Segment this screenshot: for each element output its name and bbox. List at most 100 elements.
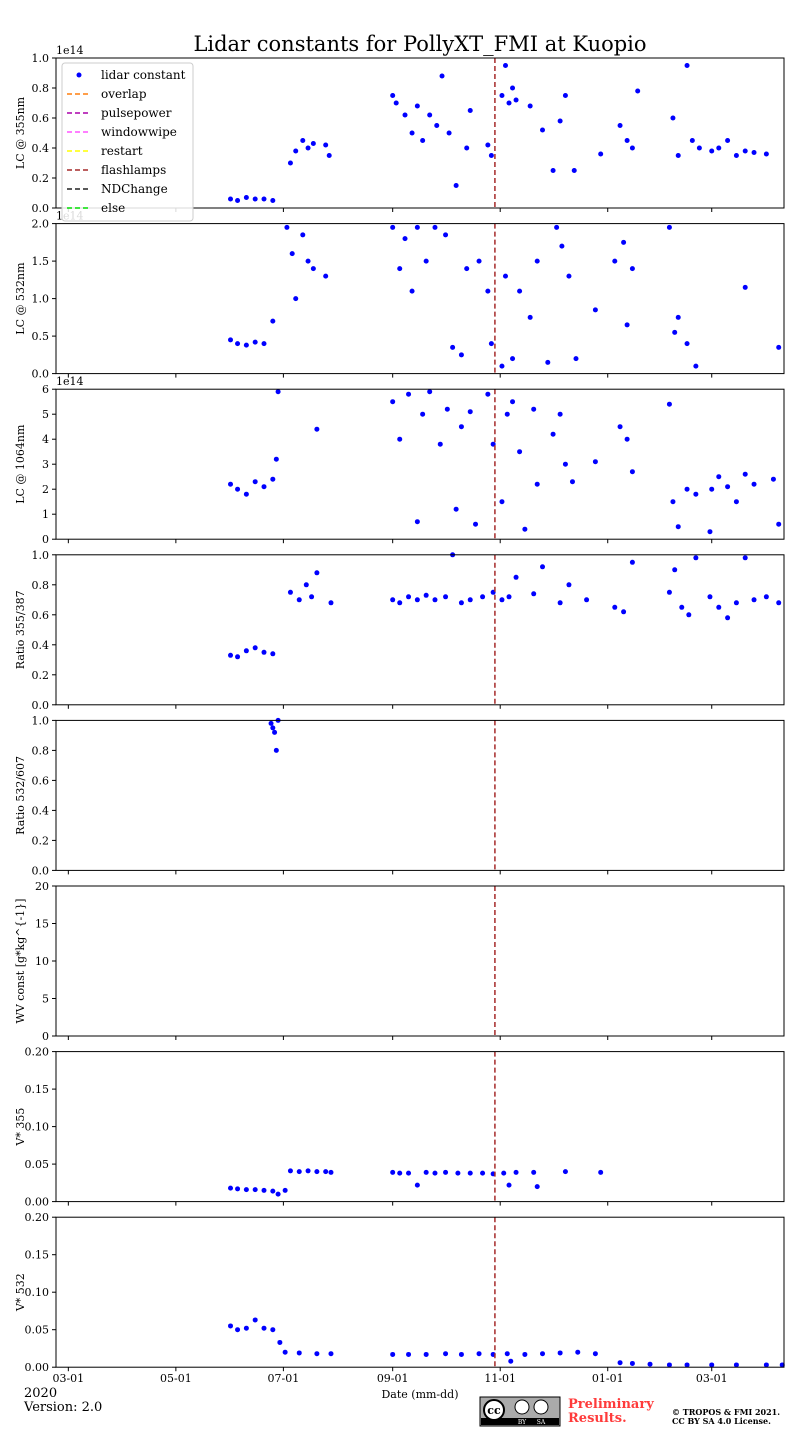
data-point	[707, 594, 713, 600]
y-tick-label: 0.10	[25, 1121, 50, 1134]
y-tick-label: 1.5	[32, 255, 50, 268]
y-tick-label: 1.0	[32, 52, 50, 65]
data-point	[261, 484, 267, 490]
data-point	[733, 153, 739, 158]
data-point	[776, 344, 782, 350]
y-tick-label: 0.05	[25, 1324, 50, 1337]
data-point	[272, 729, 278, 735]
data-point	[624, 436, 630, 442]
legend-box	[61, 62, 194, 222]
y-tick-label: 0.15	[25, 1249, 50, 1262]
data-point	[504, 1351, 510, 1357]
data-point	[776, 600, 782, 606]
data-point	[414, 224, 420, 230]
data-point	[328, 600, 334, 606]
data-point	[672, 329, 678, 335]
badge-cc: cc	[487, 1404, 501, 1417]
data-point	[409, 130, 415, 136]
data-point	[545, 359, 551, 365]
data-point	[502, 273, 508, 279]
data-point	[323, 273, 329, 279]
data-point	[270, 725, 276, 731]
data-point	[305, 145, 311, 151]
data-point	[573, 356, 579, 362]
data-point	[390, 224, 396, 230]
data-point	[432, 1170, 438, 1176]
preliminary-text: Results.	[568, 1411, 627, 1426]
y-axis-label: LC @ 532nm	[14, 262, 27, 335]
data-point	[277, 1339, 283, 1345]
data-point	[675, 153, 681, 158]
data-point	[666, 224, 672, 230]
data-point	[252, 196, 258, 202]
data-point	[235, 486, 241, 492]
data-point	[300, 138, 306, 143]
y-axis-label: Ratio 355/387	[14, 590, 27, 669]
data-point	[751, 597, 757, 603]
data-point	[684, 341, 690, 347]
data-point	[522, 1351, 528, 1357]
data-point	[305, 1168, 311, 1174]
data-point	[323, 142, 329, 148]
data-point	[390, 1351, 396, 1357]
data-point	[270, 651, 276, 657]
data-point	[675, 524, 681, 530]
data-point	[621, 609, 627, 615]
license-badge: cc BY SA	[479, 1396, 561, 1427]
data-point	[506, 100, 512, 106]
data-point	[467, 108, 473, 113]
data-point	[261, 649, 267, 655]
data-point	[293, 148, 299, 154]
data-point	[557, 1350, 563, 1356]
data-point	[397, 600, 403, 606]
data-point	[235, 341, 241, 347]
data-point	[243, 1325, 249, 1331]
data-point	[268, 720, 274, 726]
data-point	[684, 63, 690, 68]
data-point	[228, 196, 234, 202]
data-point	[289, 251, 295, 257]
data-point	[480, 1170, 486, 1176]
x-tick-label: 09-01	[377, 1372, 409, 1385]
data-point	[326, 153, 332, 158]
data-point	[252, 1317, 258, 1323]
data-point	[467, 1170, 473, 1176]
data-point	[510, 399, 516, 405]
data-point	[557, 118, 563, 124]
data-point	[540, 1351, 546, 1357]
y-tick-label: 0.00	[25, 1361, 50, 1374]
data-point	[488, 153, 494, 158]
data-point	[742, 148, 748, 154]
data-point	[635, 88, 641, 94]
data-point	[476, 258, 482, 264]
data-point	[409, 288, 415, 294]
x-tick-label: 07-01	[268, 1372, 300, 1385]
data-point	[550, 431, 556, 437]
data-point	[629, 145, 635, 151]
data-point	[733, 499, 739, 505]
data-point	[275, 389, 281, 395]
data-point	[742, 471, 748, 477]
offset-text: 1e14	[56, 44, 84, 57]
y-tick-label: 0.6	[32, 609, 50, 622]
data-point	[458, 1351, 464, 1357]
data-point	[275, 1191, 281, 1197]
data-point	[624, 322, 630, 328]
data-point	[540, 127, 546, 133]
version-label: Version: 2.0	[23, 1400, 102, 1415]
data-point	[444, 406, 450, 412]
data-point	[458, 424, 464, 430]
data-point	[453, 183, 459, 188]
data-point	[763, 151, 769, 157]
data-point	[443, 1169, 449, 1175]
y-tick-label: 0	[42, 533, 49, 546]
data-point	[666, 589, 672, 595]
data-point	[499, 93, 505, 98]
y-tick-label: 0.2	[32, 834, 50, 847]
plot-frame	[55, 223, 785, 375]
data-point	[617, 424, 623, 430]
data-point	[675, 314, 681, 320]
data-point	[402, 236, 408, 242]
data-point	[228, 652, 234, 658]
data-point	[629, 266, 635, 272]
